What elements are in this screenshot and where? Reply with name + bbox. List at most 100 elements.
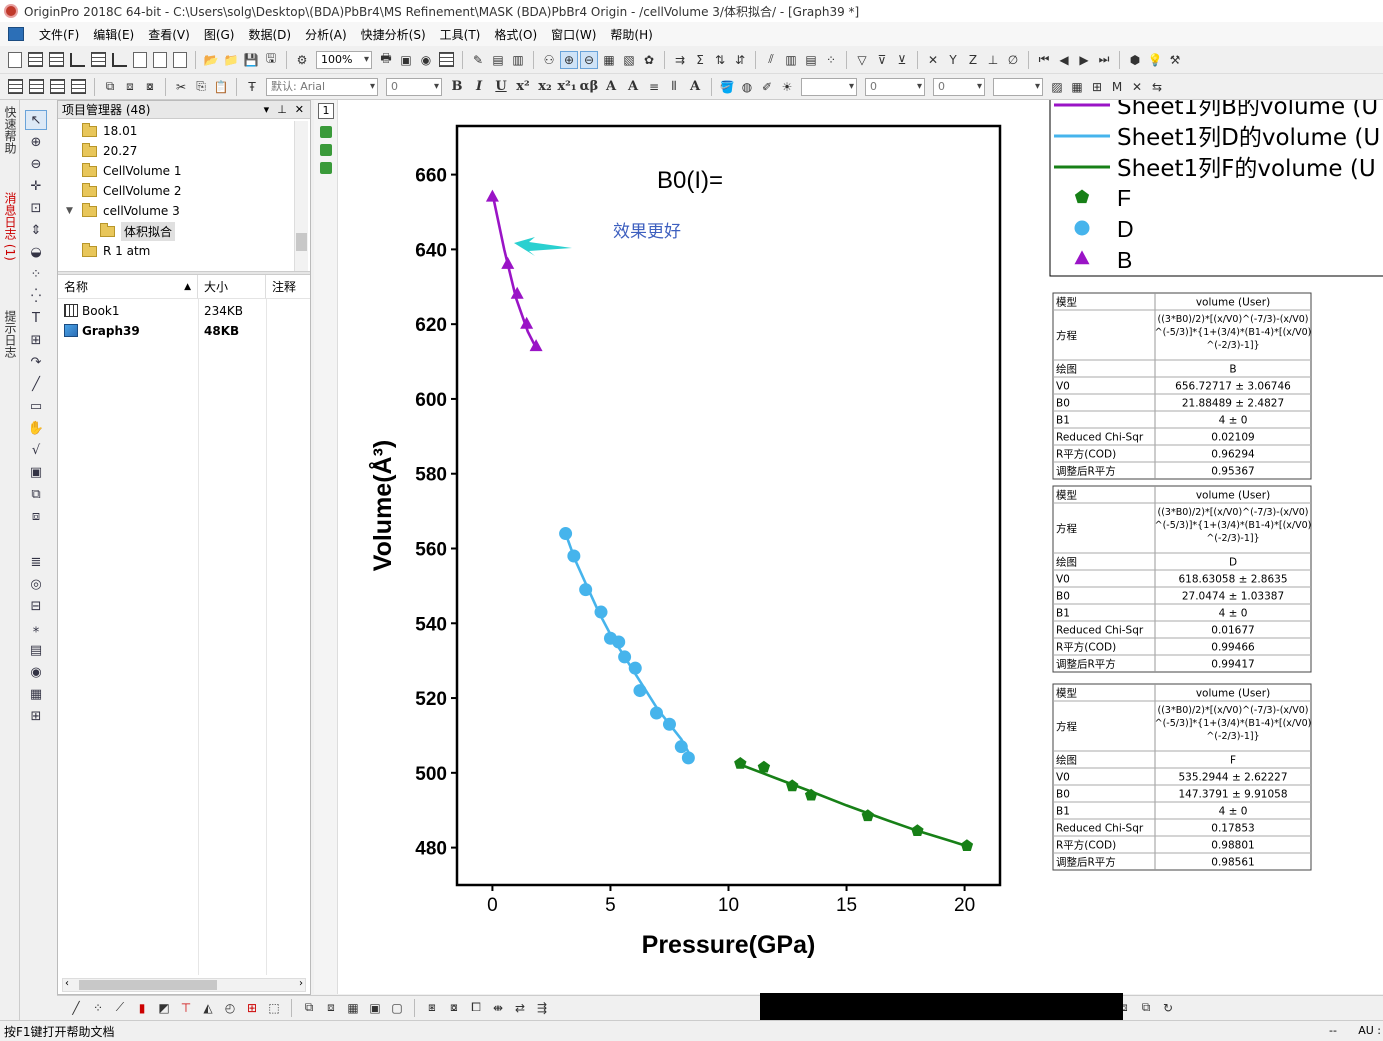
- scatter-plot-icon[interactable]: ⁘: [92, 1000, 104, 1015]
- lock-icon[interactable]: [320, 126, 332, 138]
- stack-icon[interactable]: ⧈: [327, 1000, 335, 1014]
- box-plot-icon[interactable]: ⊞: [246, 1000, 258, 1015]
- columns-icon[interactable]: ⦀: [671, 79, 677, 93]
- tools-icon[interactable]: ⚒: [1169, 52, 1181, 67]
- messages-log-tab[interactable]: 消息日志 (1): [3, 192, 17, 261]
- merge-graph-icon[interactable]: ⧇: [450, 1000, 458, 1014]
- zoom-out-icon[interactable]: ⊖: [580, 50, 598, 69]
- set-y-icon[interactable]: Y: [949, 52, 957, 67]
- column-name-header[interactable]: 名称 ▲: [58, 275, 198, 299]
- new-project-icon[interactable]: [8, 51, 22, 68]
- column-plot-icon[interactable]: ▥: [785, 52, 797, 67]
- arrow-annotation[interactable]: [514, 237, 572, 256]
- menu-quick-analysis[interactable]: 快捷分析(S): [360, 27, 426, 42]
- annotation-tool-icon[interactable]: ⊞: [30, 332, 42, 348]
- menu-analysis[interactable]: 分析(A): [305, 27, 347, 42]
- explorer-splitter[interactable]: [58, 271, 310, 275]
- decrease-font-icon[interactable]: A: [627, 79, 639, 94]
- bold-icon[interactable]: B: [451, 79, 463, 94]
- scroll-left-icon[interactable]: ‹: [65, 978, 69, 989]
- font-color-icon[interactable]: A: [689, 79, 701, 94]
- apps-icon[interactable]: ✿: [643, 52, 655, 67]
- new-function-icon[interactable]: [112, 52, 127, 67]
- region-tool-icon[interactable]: ⁘: [30, 266, 42, 282]
- lock-icon[interactable]: [320, 144, 332, 156]
- 3d-plot-icon[interactable]: ⬚: [268, 1000, 280, 1015]
- column-comment-header[interactable]: 注释: [266, 275, 310, 299]
- border-icon[interactable]: ▦: [1071, 79, 1083, 94]
- idea-icon[interactable]: 💡: [1147, 52, 1163, 67]
- line-plot-icon[interactable]: ╱: [72, 1000, 80, 1015]
- lock-icon[interactable]: [320, 162, 332, 174]
- align-tool-icon[interactable]: ≣: [30, 554, 42, 570]
- print-icon[interactable]: 🖶: [380, 51, 392, 65]
- close-x-icon[interactable]: ✕: [1131, 79, 1143, 94]
- fit-results-table[interactable]: 模型 volume (User) 方程 ((3*B0)/2)*[(x/V0)^(-7/…: [1052, 292, 1312, 480]
- menu-edit[interactable]: 编辑(E): [93, 27, 135, 42]
- clear-filter-icon[interactable]: ⊽: [877, 52, 887, 67]
- addon-icon[interactable]: ⬢: [1129, 52, 1141, 67]
- tree-item[interactable]: CellVolume 1: [82, 161, 182, 181]
- paste-icon[interactable]: 📋: [213, 79, 229, 94]
- zoom-in-icon[interactable]: ⊕: [560, 50, 578, 69]
- tree-item[interactable]: 20.27: [82, 141, 137, 161]
- sum-icon[interactable]: Σ: [696, 52, 704, 67]
- copy-icon[interactable]: ⎘: [196, 79, 206, 93]
- legend-box[interactable]: [1049, 100, 1383, 277]
- equation-tool-icon[interactable]: √: [31, 442, 41, 458]
- text-tool-icon[interactable]: T: [32, 310, 40, 326]
- font-size-combo[interactable]: 0: [386, 77, 442, 96]
- pie-plot-icon[interactable]: ◩: [158, 1000, 170, 1015]
- chevron-down-icon[interactable]: ▼: [66, 206, 73, 216]
- graph-object-tool-icon[interactable]: ▣: [29, 464, 43, 480]
- masking-tool-icon[interactable]: ◒: [30, 244, 42, 260]
- add-table-tool-icon[interactable]: ▤: [29, 642, 43, 658]
- error-bar-icon[interactable]: ⊤: [180, 1000, 192, 1015]
- delete-cells-icon[interactable]: [71, 79, 86, 94]
- first-icon[interactable]: ⏮: [1038, 52, 1050, 66]
- new-excel-icon[interactable]: [49, 52, 64, 67]
- data-selector-tool-icon[interactable]: ⊡: [30, 200, 42, 216]
- light-icon[interactable]: ☀: [781, 79, 793, 94]
- new-notes-icon[interactable]: [133, 51, 147, 68]
- file-row-book1[interactable]: Book1 234KB: [58, 301, 310, 321]
- menu-format[interactable]: 格式(O): [494, 27, 538, 42]
- color-scale-tool-icon[interactable]: ◉: [30, 664, 42, 680]
- grid-tool-icon[interactable]: ⊞: [30, 708, 42, 724]
- swap-icon[interactable]: ⇄: [514, 1000, 526, 1015]
- file-list-hscrollbar[interactable]: ‹ ›: [62, 978, 306, 992]
- new-workbook-icon[interactable]: [28, 52, 43, 67]
- split-icon[interactable]: ⧈: [126, 79, 134, 93]
- zoom-combo[interactable]: 100%: [316, 50, 372, 69]
- set-none-icon[interactable]: ∅: [1007, 52, 1019, 67]
- layer-icon[interactable]: ▢: [391, 1000, 403, 1015]
- pointer-tool-icon[interactable]: ↖: [25, 110, 47, 130]
- fit-results-table[interactable]: 模型 volume (User) 方程 ((3*B0)/2)*[(x/V0)^(-7/…: [1052, 683, 1312, 871]
- worksheet-format-icon[interactable]: [8, 79, 23, 94]
- pattern-icon[interactable]: ◍: [741, 79, 753, 94]
- plot-setup-icon[interactable]: ⇆: [1151, 79, 1163, 94]
- project-explorer-icon[interactable]: ⚇: [543, 52, 555, 67]
- tree-item[interactable]: ▼ cellVolume 3: [66, 202, 180, 218]
- line-plot-icon[interactable]: ⫽: [768, 52, 774, 66]
- graph-page[interactable]: 0 5 10 15 20 480 500 520 540 560 580 600 620 640 660 Pr…: [338, 100, 1383, 994]
- extract-tool-icon[interactable]: ⊟: [30, 598, 42, 614]
- code-builder-icon[interactable]: ▧: [623, 52, 635, 67]
- template-icon[interactable]: ▣: [369, 1000, 381, 1015]
- screen-reader-tool-icon[interactable]: ✛: [30, 178, 42, 194]
- grid-plot-icon[interactable]: ▦: [347, 1000, 359, 1015]
- font-combo[interactable]: 默认: Arial: [266, 77, 378, 96]
- zoom-in-tool-icon[interactable]: ⊕: [30, 134, 42, 150]
- add-text-tool-icon[interactable]: ⁎: [32, 620, 40, 636]
- filter-icon[interactable]: ▽: [857, 52, 867, 67]
- recalculate-icon[interactable]: ⚙: [296, 52, 308, 67]
- menu-graph[interactable]: 图(G): [203, 27, 235, 42]
- new-graph-icon[interactable]: [70, 52, 85, 67]
- open-icon[interactable]: 📂: [203, 52, 219, 67]
- new-layout-icon[interactable]: [153, 51, 167, 68]
- pin-icon[interactable]: ⊥: [277, 103, 287, 116]
- explorer-menu-icon[interactable]: ▾: [263, 103, 270, 116]
- rectangle-tool-icon[interactable]: ▭: [29, 398, 43, 414]
- open-template-icon[interactable]: 📁: [223, 52, 239, 67]
- fit-results-table[interactable]: 模型 volume (User) 方程 ((3*B0)/2)*[(x/V0)^(-7/…: [1052, 485, 1312, 673]
